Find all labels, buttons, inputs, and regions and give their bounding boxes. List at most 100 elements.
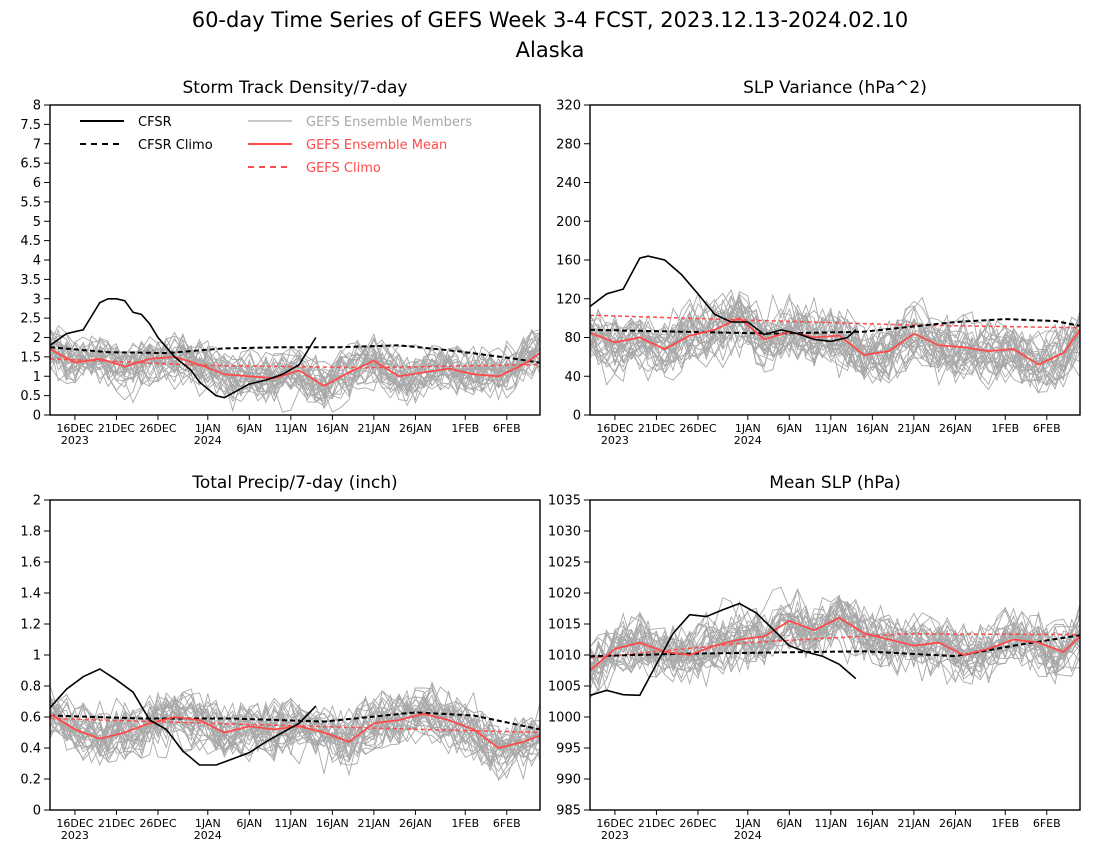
x-tick-label: 1JAN [735,817,761,830]
gefs-climo-line [50,717,540,734]
figure-subtitle: Alaska [516,38,585,62]
ensemble-member-line [590,596,1080,686]
y-tick-label: 80 [564,331,581,346]
panel-title: Mean SLP (hPa) [769,473,901,493]
y-tick-label: 1005 [548,680,581,695]
panel-title: SLP Variance (hPa^2) [743,78,927,98]
y-tick-label: 1 [33,649,41,664]
x-tick-label: 26DEC [679,817,716,830]
y-tick-label: 0 [33,409,41,424]
ensemble-mean-line [50,712,540,749]
x-tick-label: 6JAN [236,422,262,435]
x-tick-label: 1JAN [195,817,221,830]
y-tick-label: 1020 [548,587,581,602]
y-tick-label: 2.5 [20,312,41,327]
legend-ensemble-mean-label: GEFS Ensemble Mean [306,138,447,153]
ensemble-member-line [50,693,540,768]
y-tick-label: 5 [33,215,41,230]
x-tick-label: 11JAN [274,817,307,830]
x-tick-label: 26JAN [939,817,972,830]
ensemble-member-line [590,600,1080,680]
cfsr-climo-line [50,711,540,731]
ensemble-member-line [590,309,1080,370]
y-tick-label: 0.8 [20,680,41,695]
ensemble-member-line [50,340,540,413]
y-tick-label: 8 [33,99,41,114]
y-tick-label: 1015 [548,618,581,633]
x-tick-label: 6FEB [1033,422,1061,435]
ensemble-member-line [590,314,1080,381]
y-tick-label: 3 [33,292,41,307]
x-tick-label: 26DEC [679,422,716,435]
x-tick-label: 21DEC [98,422,135,435]
y-tick-label: 4.5 [20,234,41,249]
ensemble-member-line [50,696,540,761]
x-tick-label: 26JAN [399,422,432,435]
x-tick-label: 16JAN [856,817,889,830]
gefs-climo-line [50,358,540,369]
ensemble-member-line [50,336,540,403]
plot-area [50,668,540,782]
plot-area [50,297,540,413]
x-tick-label: 1FEB [991,422,1019,435]
y-tick-label: 2 [33,331,41,346]
x-tick-year-label: 2024 [194,434,222,447]
y-tick-label: 0.5 [20,389,41,404]
x-tick-label: 6FEB [493,817,521,830]
ensemble-member-line [50,696,540,761]
panel-title: Total Precip/7-day (inch) [191,473,397,493]
cfsr-line [50,668,317,766]
y-tick-label: 320 [556,99,581,114]
plot-area [590,255,1080,395]
y-tick-label: 240 [556,176,581,191]
x-tick-label: 16JAN [856,422,889,435]
y-tick-label: 1 [33,370,41,385]
legend-members-label: GEFS Ensemble Members [306,115,472,130]
x-tick-label: 16DEC [56,422,93,435]
cfsr-climo-line [590,318,1080,335]
x-tick-label: 16JAN [316,422,349,435]
ensemble-member-line [590,295,1080,375]
ensemble-member-line [590,296,1080,375]
gefs-climo-line [590,633,1080,659]
y-tick-label: 1.5 [20,350,41,365]
x-tick-label: 26JAN [399,817,432,830]
ensemble-member-line [50,336,540,403]
x-tick-year-label: 2024 [194,829,222,842]
y-tick-label: 0 [33,804,41,819]
y-tick-label: 1035 [548,494,581,509]
x-tick-year-label: 2024 [734,829,762,842]
ensemble-member-line [50,331,540,395]
x-tick-label: 16DEC [56,817,93,830]
chart-panel: Total Precip/7-day (inch)00.20.40.60.811… [20,473,541,842]
legend-gefs-climo-label: GEFS Climo [306,161,381,176]
x-tick-label: 21DEC [98,817,135,830]
y-tick-label: 1025 [548,556,581,571]
x-tick-label: 21JAN [897,817,930,830]
ensemble-member-line [590,603,1080,683]
y-tick-label: 7 [33,137,41,152]
x-tick-label: 11JAN [814,817,847,830]
y-tick-label: 0.6 [20,711,41,726]
ensemble-mean-line [590,616,1080,672]
figure-title: 60-day Time Series of GEFS Week 3-4 FCST… [192,8,909,32]
x-tick-year-label: 2023 [601,829,629,842]
x-tick-label: 11JAN [814,422,847,435]
x-tick-label: 6JAN [776,817,802,830]
legend-cfsr-label: CFSR [138,115,172,130]
chart-panel: Storm Track Density/7-day 0 0.5 1 1.5 2 2.5 3 3.… [20,78,541,447]
ensemble-member-line [590,604,1080,678]
chart-panel: Mean SLP (hPa) 985 990 995 1000 1005 1010 1015 1… [548,473,1081,842]
y-tick-label: 1030 [548,525,581,540]
x-tick-label: 1FEB [451,422,479,435]
ensemble-member-line [590,296,1080,367]
ensemble-member-line [590,289,1080,389]
y-tick-label: 990 [556,773,581,788]
y-tick-label: 7.5 [20,118,41,133]
cfsr-line [50,297,317,399]
ensemble-member-line [590,314,1080,386]
x-tick-label: 11JAN [274,422,307,435]
y-tick-label: 0.4 [20,742,41,757]
gefs-climo-line [590,314,1080,329]
chart-panels: Storm Track Density/7-day 0 0.5 1 1.5 2 2.5 3 3.… [20,78,1081,842]
